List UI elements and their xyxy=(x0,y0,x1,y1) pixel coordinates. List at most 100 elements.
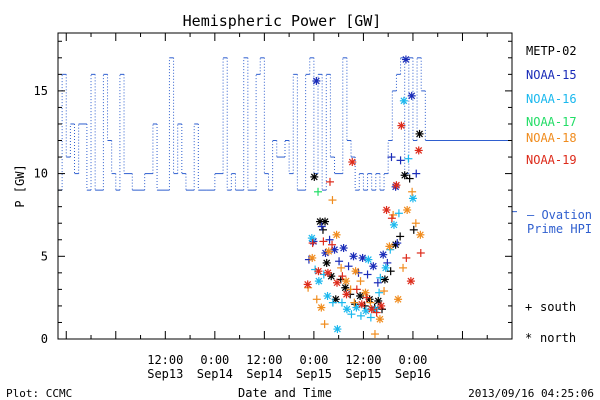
x-tick-label-time: 12:00 xyxy=(246,353,282,367)
scatter-point-south xyxy=(328,298,337,307)
scatter-point-south xyxy=(375,288,384,297)
scatter-point-south xyxy=(372,308,381,317)
scatter-point-north xyxy=(324,247,333,256)
scatter-point-south xyxy=(337,263,346,272)
chart-title: Hemispheric Power [GW] xyxy=(183,12,382,30)
scatter-point-north xyxy=(416,230,425,239)
scatter-point-south xyxy=(338,272,347,281)
x-tick-label-date: Sep16 xyxy=(395,367,431,381)
scatter-point-south xyxy=(405,174,414,183)
scatter-point-south xyxy=(387,153,396,162)
scatter-point-south xyxy=(356,311,365,320)
scatter-point-north xyxy=(381,263,390,272)
legend: METP-02 NOAA-15 NOAA-16 NOAA-17 NOAA-18 … xyxy=(525,44,592,345)
scatter-point-north xyxy=(312,76,321,85)
x-tick-label-time: 0:00 xyxy=(299,353,328,367)
scatter-point-south xyxy=(393,239,402,248)
symbol-key-south-label: south xyxy=(540,300,576,314)
scatter-point-south xyxy=(387,214,396,223)
scatter-point-south xyxy=(363,270,372,279)
plot-frame xyxy=(57,32,513,340)
scatter-point-north xyxy=(361,306,370,315)
scatter-point-north xyxy=(314,277,323,286)
x-tick-label-date: Sep13 xyxy=(147,367,183,381)
scatter-point-south xyxy=(412,169,421,178)
scatter-point-north xyxy=(414,146,423,155)
scatter-point-north xyxy=(303,280,312,289)
scatter-point-north xyxy=(321,217,330,226)
scatter-point-north xyxy=(394,295,403,304)
scatter-point-south xyxy=(366,298,375,307)
scatter-point-south xyxy=(328,240,337,249)
scatter-point-north xyxy=(339,244,348,253)
scatter-point-north xyxy=(397,121,406,130)
scatter-point-south xyxy=(347,310,356,319)
scatter-point-south xyxy=(350,298,359,307)
scatter-point-north xyxy=(375,315,384,324)
scatter-point-north xyxy=(364,255,373,264)
symbol-key-north-marker: * xyxy=(525,331,532,345)
scatter-point-north xyxy=(380,275,389,284)
scatter-point-south xyxy=(314,187,323,196)
ovation-series xyxy=(58,57,517,213)
scatter-point-north xyxy=(392,181,401,190)
scatter-point-north xyxy=(357,300,366,309)
y-tick-label: 10 xyxy=(34,167,48,181)
x-tick-label-date: Sep14 xyxy=(246,367,282,381)
scatter-point-south xyxy=(362,293,371,302)
scatter-point-north xyxy=(310,172,319,181)
legend-entry-noaa-18: NOAA-18 xyxy=(526,131,577,145)
scatter-point-south xyxy=(344,262,353,271)
scatter-point-north xyxy=(391,240,400,249)
scatter-point-north xyxy=(332,230,341,239)
scatter-point-south xyxy=(404,154,413,163)
footer-credit: Plot: CCMC xyxy=(6,387,72,400)
scatter-point-south xyxy=(325,177,334,186)
x-tick-label-time: 0:00 xyxy=(200,353,229,367)
scatter-point-south xyxy=(336,275,345,284)
ovation-legend-line1: — Ovation xyxy=(527,208,592,222)
symbol-key-south-marker: + xyxy=(525,300,532,314)
scatter-point-south xyxy=(416,248,425,257)
scatter-points xyxy=(303,55,425,339)
scatter-point-north xyxy=(369,262,378,271)
scatter-point-south xyxy=(408,187,417,196)
ovation-legend-line2: Prime HPI xyxy=(527,222,592,236)
x-tick-label-date: Sep15 xyxy=(296,367,332,381)
scatter-point-south xyxy=(376,273,385,282)
scatter-point-north xyxy=(367,305,376,314)
scatter-point-south xyxy=(386,267,395,276)
x-axis: 12:00Sep130:00Sep1412:00Sep140:00Sep1512… xyxy=(65,33,513,381)
x-tick-label-date: Sep14 xyxy=(197,367,233,381)
scatter-point-south xyxy=(389,210,398,219)
y-tick-label: 0 xyxy=(41,332,48,346)
scatter-point-south xyxy=(370,330,379,339)
scatter-point-south xyxy=(335,257,344,266)
scatter-point-north xyxy=(407,91,416,100)
scatter-point-north xyxy=(399,96,408,105)
scatter-point-north xyxy=(321,248,330,257)
scatter-point-north xyxy=(322,258,331,267)
scatter-point-north xyxy=(342,290,351,299)
scatter-point-north xyxy=(314,267,323,276)
scatter-point-north xyxy=(401,55,410,64)
legend-entry-noaa-19: NOAA-19 xyxy=(526,153,577,167)
scatter-point-north xyxy=(307,234,316,243)
scatter-point-south xyxy=(308,239,317,248)
scatter-point-south xyxy=(411,219,420,228)
scatter-point-north xyxy=(349,252,358,261)
scatter-point-south xyxy=(328,196,337,205)
scatter-point-north xyxy=(361,288,370,297)
scatter-point-north xyxy=(341,283,350,292)
scatter-point-south xyxy=(366,313,375,322)
y-axis: 0 5 10 15 xyxy=(34,40,512,346)
scatter-point-north xyxy=(403,205,412,214)
scatter-point-south xyxy=(318,225,327,234)
scatter-point-north xyxy=(385,242,394,251)
scatter-point-north xyxy=(406,277,415,286)
legend-entry-metp-02: METP-02 xyxy=(526,44,577,58)
scatter-point-south xyxy=(325,235,334,244)
scatter-point-south xyxy=(409,225,418,234)
scatter-point-north xyxy=(342,305,351,314)
scatter-point-south xyxy=(319,237,328,246)
